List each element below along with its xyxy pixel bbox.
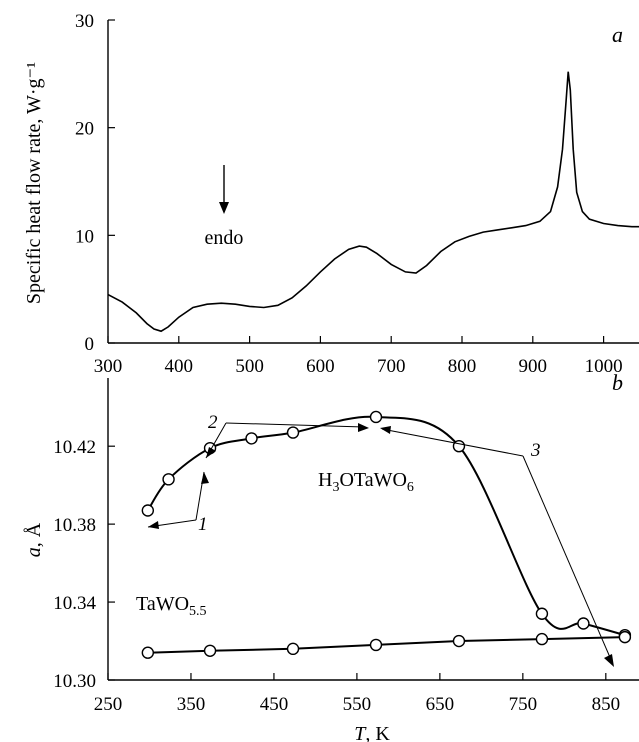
panel-a-y-tick-label: 20: [75, 119, 94, 140]
arrow-1a-head: [148, 521, 159, 529]
arrow-2-top-head: [358, 423, 369, 432]
tawo55-curve: [147, 636, 625, 654]
panel-b-x-tick-label: 850: [592, 694, 621, 715]
series-label-h3otawo6: H3OTaWO6: [318, 469, 414, 495]
endo-arrow-head: [219, 202, 229, 214]
arrow-2-left-head: [206, 447, 216, 458]
panel-b-x-label: T, K: [354, 723, 390, 742]
h3otawo6-point: [577, 617, 590, 630]
panel-a-x-tick-label: 500: [235, 356, 264, 377]
panel-a-ticks: 300 400 500 600 700 800 900 1000 0 10 20 30: [75, 11, 623, 377]
panel-a-x-tick-label: 300: [94, 356, 123, 377]
panel-b-y-tick-label: 10.30: [53, 671, 96, 692]
panel-a-x-tick-label: 700: [377, 356, 406, 377]
panel-b: 250 350 450 550 650 750 850 10.30 10.34 10.38 10.4…: [23, 370, 639, 742]
arrow-1b-head: [201, 472, 209, 484]
arrow-3a: [381, 428, 524, 457]
arrow-heads: [148, 423, 614, 667]
h3otawo6-point: [286, 426, 300, 439]
callout-label-3: 3: [530, 440, 541, 461]
callout-arrows: [147, 422, 613, 663]
panel-a-x-tick-label: 800: [448, 356, 477, 377]
panel-a-y-tick-label: 10: [75, 226, 94, 247]
panel-b-y-tick-label: 10.42: [53, 437, 96, 458]
callout-label-1: 1: [198, 514, 208, 535]
callout-label-2: 2: [208, 412, 218, 433]
tawo55-point: [535, 632, 549, 646]
panel-b-y-tick-label: 10.34: [53, 593, 96, 614]
panel-b-x-tick-label: 450: [260, 694, 289, 715]
panel-a-x-tick-label: 900: [519, 356, 548, 377]
tawo55-point: [203, 644, 217, 657]
arrow-3a-head: [380, 426, 391, 434]
tawo55-point: [286, 642, 300, 656]
h3otawo6-point: [535, 607, 549, 620]
panel-b-ticks: 250 350 450 550 650 750 850 10.30 10.34 10.38 10.4…: [53, 437, 620, 715]
panel-a-label: a: [612, 22, 623, 47]
panel-a-y-tick-label: 0: [85, 334, 95, 355]
tawo55-point: [369, 638, 383, 652]
h3otawo6-point: [369, 410, 383, 424]
h3otawo6-point: [245, 432, 258, 445]
tawo55-point: [141, 646, 155, 659]
heat-flow-curve: [107, 71, 639, 333]
panel-b-y-tick-label: 10.38: [53, 515, 96, 536]
panel-a-x-tick-label: 400: [165, 356, 194, 377]
panel-b-x-tick-label: 350: [177, 694, 206, 715]
panel-a-y-label: Specific heat flow rate, W·g⁻¹: [23, 62, 45, 304]
series-label-tawo55: TaWO5.5: [136, 593, 207, 619]
tawo55-point: [452, 634, 466, 648]
tawo55-point: [618, 630, 632, 644]
h3otawo6-point: [141, 504, 155, 517]
arrow-2-top: [225, 422, 365, 428]
panel-a-y-tick-label: 30: [75, 11, 94, 32]
arrow-3b-head: [604, 654, 614, 667]
panel-a: 300 400 500 600 700 800 900 1000 0 10 20 30 a Speci…: [23, 11, 639, 377]
panel-b-x-tick-label: 650: [426, 694, 455, 715]
panel-b-x-tick-label: 750: [509, 694, 538, 715]
h3otawo6-point: [452, 439, 466, 453]
arrow-3b: [522, 455, 613, 663]
panel-a-x-tick-label: 600: [306, 356, 335, 377]
panel-b-x-tick-label: 250: [94, 694, 123, 715]
panel-b-x-tick-label: 550: [343, 694, 372, 715]
endo-annotation: endo: [205, 227, 244, 249]
panel-a-x-tick-label: 1000: [585, 356, 623, 377]
panel-b-y-label: a, Å: [23, 522, 45, 557]
panel-b-label: b: [612, 370, 623, 395]
h3otawo6-point: [162, 473, 175, 486]
panel-b-points: [141, 410, 632, 659]
